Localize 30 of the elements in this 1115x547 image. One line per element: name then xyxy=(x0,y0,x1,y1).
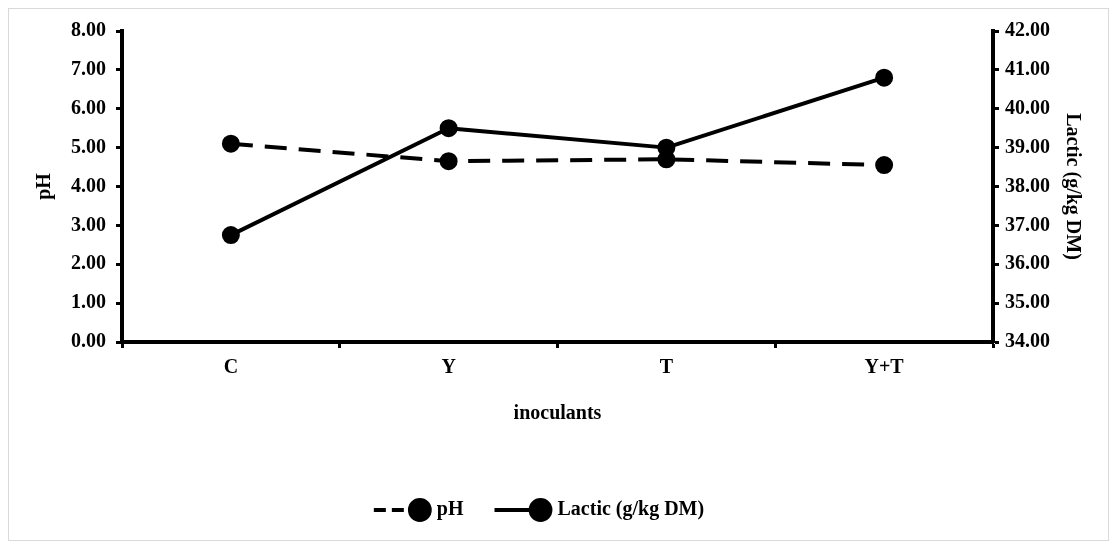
y-tick-label: 2.00 xyxy=(71,251,106,274)
y2-tick-label: 40.00 xyxy=(1005,95,1050,118)
legend-label: pH xyxy=(436,497,464,521)
y2-tick-label: 35.00 xyxy=(1005,290,1050,313)
y2-tick-label: 41.00 xyxy=(1005,57,1050,80)
y2-axis-title: Lactic (g/kg DM) xyxy=(1061,113,1085,260)
x-tick-label: Y xyxy=(441,355,457,378)
x-axis-title: inoculants xyxy=(513,401,602,424)
y-axis-title: pH xyxy=(32,172,56,200)
y-tick-label: 8.00 xyxy=(71,18,106,41)
x-tick-label: C xyxy=(223,355,239,378)
y-tick-label: 3.00 xyxy=(71,212,106,235)
y2-tick-label: 42.00 xyxy=(1005,18,1050,41)
y2-tick-label: 36.00 xyxy=(1005,251,1050,274)
y2-tick-label: 38.00 xyxy=(1005,173,1050,196)
x-tick-label: T xyxy=(659,355,674,378)
y-tick-label: 4.00 xyxy=(71,173,106,196)
y2-tick-label: 39.00 xyxy=(1005,134,1050,157)
y-tick-label: 7.00 xyxy=(71,57,106,80)
point xyxy=(439,119,458,138)
y2-tick-label: 34.00 xyxy=(1005,329,1050,352)
y-tick-label: 6.00 xyxy=(71,95,106,118)
point xyxy=(221,226,240,245)
point xyxy=(875,68,894,87)
x-tick-label: Y+T xyxy=(864,355,905,378)
y2-tick-label: 37.00 xyxy=(1005,212,1050,235)
y-tick-label: 1.00 xyxy=(71,290,106,313)
legend-label: Lactic (g/kg DM) xyxy=(557,497,705,521)
y-tick-label: 5.00 xyxy=(71,134,106,157)
y-tick-label: 0.00 xyxy=(71,329,106,352)
